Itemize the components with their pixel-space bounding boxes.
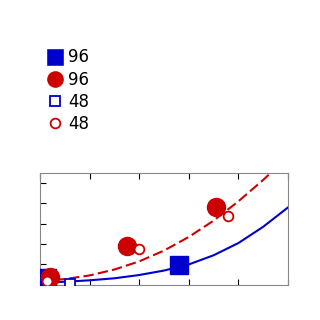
Legend: 96, 96, 48, 48: 96, 96, 48, 48 (48, 47, 91, 135)
